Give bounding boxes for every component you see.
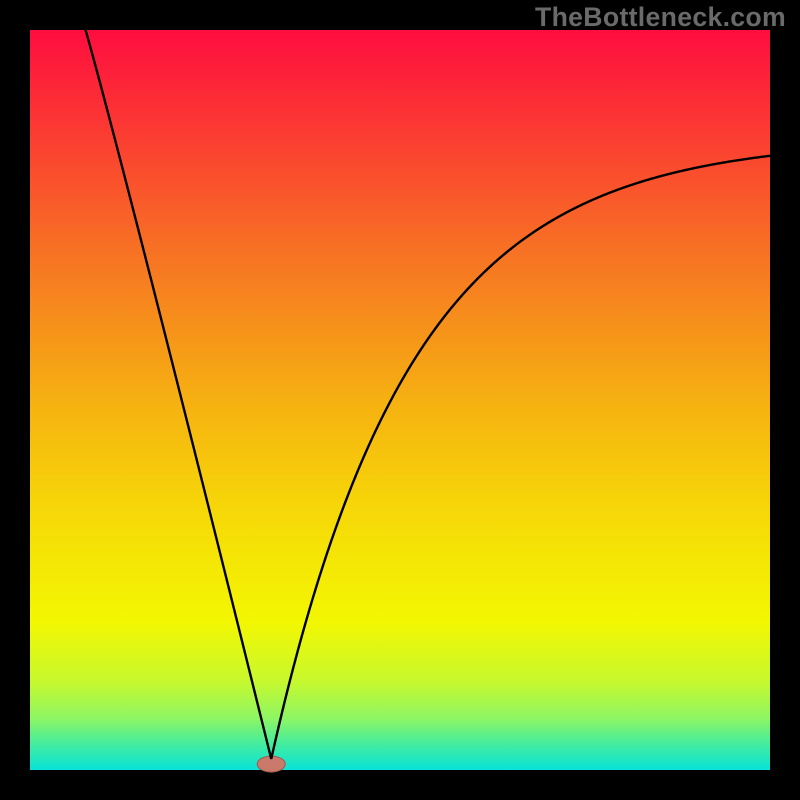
plot-background	[30, 30, 770, 770]
chart-container: TheBottleneck.com	[0, 0, 800, 800]
bottleneck-curve-chart	[0, 0, 800, 800]
